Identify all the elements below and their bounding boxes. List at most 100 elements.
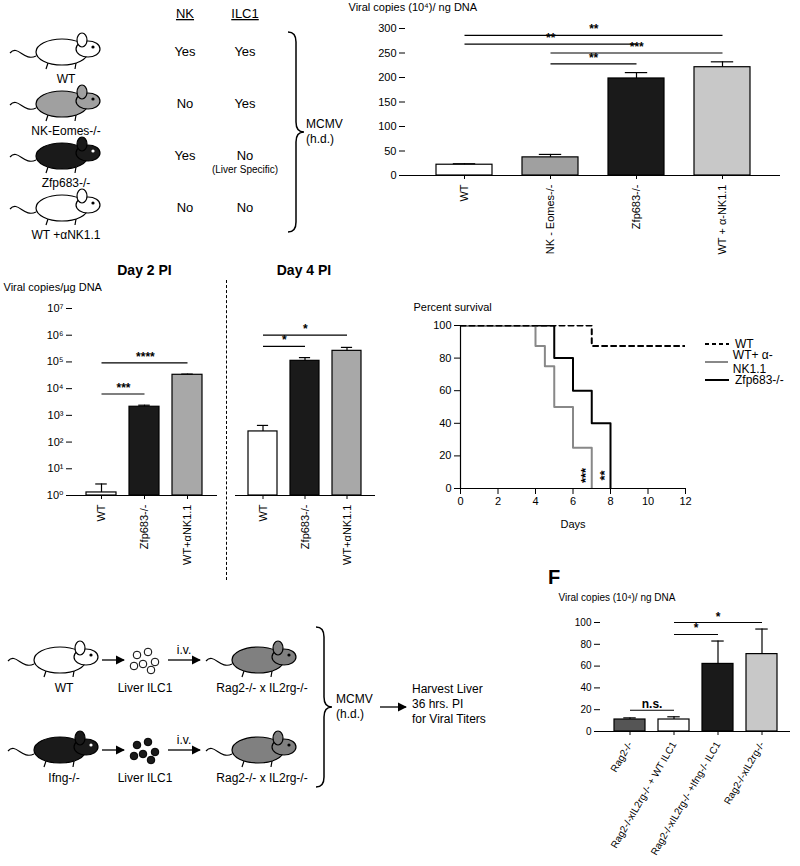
svg-text:No: No [237,200,254,215]
svg-text:10⁰: 10⁰ [47,489,64,501]
svg-text:40: 40 [439,417,451,429]
svg-text:*: * [303,322,308,336]
svg-text:WT: WT [57,72,76,86]
svg-text:***: *** [630,40,644,54]
svg-text:n.s.: n.s. [642,697,663,711]
svg-text:10⁶: 10⁶ [47,329,64,341]
svg-text:Viral copies (10⁴)/ ng DNA: Viral copies (10⁴)/ ng DNA [349,1,478,13]
svg-text:Viral copies (10⁴)/ ng DNA: Viral copies (10⁴)/ ng DNA [559,592,676,603]
html-text:Day 2 PI: Day 2 PI [117,262,172,278]
svg-text:300: 300 [378,22,396,34]
svg-text:***: *** [578,467,593,483]
svg-text:Viral copies/µg DNA: Viral copies/µg DNA [4,281,103,293]
svg-text:Yes: Yes [234,96,256,111]
svg-text:60: 60 [580,660,592,671]
svg-text:200: 200 [378,71,396,83]
svg-text:100: 100 [433,319,451,331]
svg-text:MCMV: MCMV [336,692,373,706]
svg-text:WT: WT [257,504,269,521]
svg-text:10⁷: 10⁷ [47,302,63,314]
svg-text:40: 40 [580,682,592,693]
svg-text:Rag2-/-xIL2rg-/- +Ifng-/- ILC1: Rag2-/-xIL2rg-/- +Ifng-/- ILC1 [648,739,722,857]
svg-text:NK - Eomes-/-: NK - Eomes-/- [544,184,556,254]
svg-text:0: 0 [445,482,451,494]
svg-text:Zfp683-/-: Zfp683-/- [299,504,311,549]
svg-text:10³: 10³ [48,409,64,421]
svg-text:Days: Days [560,518,586,530]
svg-text:20: 20 [580,704,592,715]
svg-text:**: ** [589,22,599,36]
svg-text:WT+αNK1.1: WT+αNK1.1 [181,505,193,565]
svg-text:4: 4 [532,495,538,507]
svg-text:Harvest Liver: Harvest Liver [412,682,483,696]
svg-text:0: 0 [390,169,396,181]
svg-text:Yes: Yes [234,44,256,59]
svg-text:Rag2-/-: Rag2-/- [608,740,634,774]
svg-text:0: 0 [586,726,592,737]
svg-text:Rag2-/-xIL2rg-/- + WT ILC1: Rag2-/-xIL2rg-/- + WT ILC1 [608,739,679,851]
svg-text:2: 2 [495,495,501,507]
html-text:WT: WT [735,337,754,351]
svg-text:Rag2-/- x IL2rg-/-: Rag2-/- x IL2rg-/- [216,681,307,695]
svg-text:8: 8 [607,495,613,507]
svg-text:6: 6 [570,495,576,507]
svg-text:(Liver Specific): (Liver Specific) [212,164,278,175]
svg-text:Yes: Yes [174,44,196,59]
svg-text:****: **** [136,350,155,364]
svg-text:WT: WT [55,681,74,695]
svg-text:10⁵: 10⁵ [47,355,64,367]
svg-text:36 hrs. PI: 36 hrs. PI [412,697,463,711]
svg-text:*: * [694,621,699,635]
svg-text:250: 250 [378,47,396,59]
svg-text:10⁴: 10⁴ [47,382,64,394]
svg-text:100: 100 [575,617,592,628]
svg-text:**: ** [546,31,556,45]
svg-text:Zfp683-/-: Zfp683-/- [630,184,642,229]
svg-text:(h.d.): (h.d.) [336,707,364,721]
svg-text:0: 0 [457,495,463,507]
svg-text:**: ** [597,469,612,480]
svg-text:10: 10 [642,495,654,507]
svg-text:MCMV: MCMV [306,117,343,131]
html-text:WT+ α-NK1.1: WT+ α-NK1.1 [732,348,773,376]
svg-text:WT: WT [95,504,107,521]
svg-text:NK: NK [176,6,194,21]
svg-text:Ifng-/-: Ifng-/- [48,771,79,785]
svg-text:12: 12 [679,495,691,507]
svg-text:100: 100 [378,120,396,132]
svg-text:(h.d.): (h.d.) [306,132,334,146]
svg-text:WT+αNK1.1: WT+αNK1.1 [341,505,353,565]
svg-text:Liver ILC1: Liver ILC1 [118,681,173,695]
svg-text:Rag2-/-xIL2rg-/-: Rag2-/-xIL2rg-/- [722,740,767,807]
svg-text:NK-Eomes-/-: NK-Eomes-/- [31,124,100,138]
svg-text:20: 20 [439,449,451,461]
svg-text:WT + α-NK1.1: WT + α-NK1.1 [716,185,728,255]
svg-text:80: 80 [580,639,592,650]
svg-text:ILC1: ILC1 [231,6,258,21]
svg-text:10¹: 10¹ [48,462,64,474]
svg-text:Zfp683-/-: Zfp683-/- [42,176,91,190]
svg-text:50: 50 [384,145,396,157]
svg-text:80: 80 [439,352,451,364]
svg-text:WT +αNK1.1: WT +αNK1.1 [31,228,100,242]
svg-text:Zfp683-/-: Zfp683-/- [138,504,150,549]
svg-text:i.v.: i.v. [177,733,191,747]
html-text:Day 4 PI: Day 4 PI [276,262,332,278]
svg-text:No: No [177,96,194,111]
svg-text:Liver ILC1: Liver ILC1 [118,771,173,785]
svg-text:60: 60 [439,384,451,396]
svg-text:150: 150 [378,96,396,108]
svg-text:No: No [177,200,194,215]
svg-text:WT: WT [458,184,470,201]
svg-text:10²: 10² [48,436,64,448]
svg-text:i.v.: i.v. [177,643,191,657]
svg-text:Yes: Yes [174,148,196,163]
svg-text:Percent survival: Percent survival [414,301,492,313]
svg-text:Rag2-/- x IL2rg-/-: Rag2-/- x IL2rg-/- [216,771,307,785]
svg-text:***: *** [116,381,130,395]
svg-text:No: No [237,148,254,163]
svg-text:*: * [282,333,287,347]
svg-text:**: ** [589,51,599,65]
svg-text:for Viral Titers: for Viral Titers [412,712,486,726]
svg-text:*: * [716,610,721,624]
